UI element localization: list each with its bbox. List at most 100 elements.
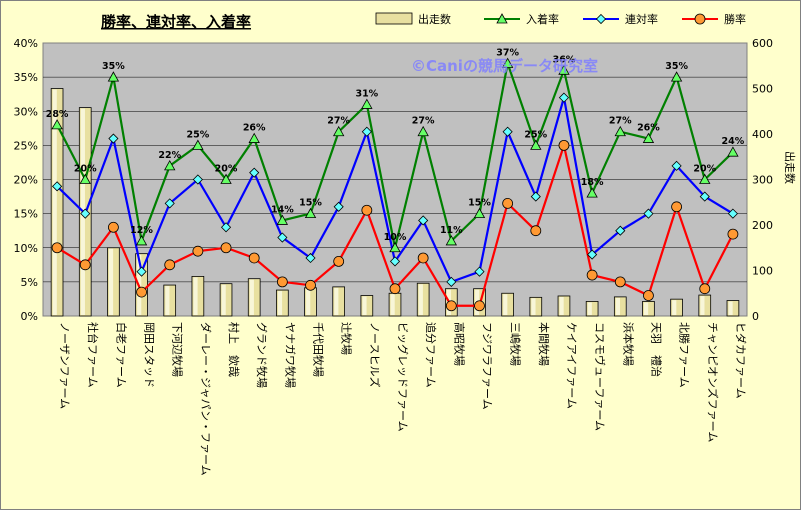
- bar-highlight: [334, 287, 339, 315]
- y-tick-label: 30%: [14, 105, 38, 118]
- category-label: 北勝ファーム: [678, 322, 692, 388]
- point: [220, 173, 232, 184]
- y-tick-label: 25%: [14, 139, 38, 152]
- bar-highlight: [390, 294, 395, 315]
- category-label: 千代田牧場: [312, 322, 326, 377]
- point: [389, 256, 401, 267]
- bar: [163, 284, 177, 317]
- point: [699, 173, 711, 184]
- bar: [247, 278, 261, 317]
- point: [417, 125, 429, 137]
- bar: [219, 283, 233, 317]
- point: [52, 181, 63, 192]
- point: [530, 191, 541, 202]
- point: [727, 208, 738, 219]
- y2-tick-label: 200: [752, 219, 773, 232]
- point: [108, 221, 119, 233]
- legend-label: 勝率: [724, 12, 746, 26]
- data-label: 12%: [130, 225, 153, 236]
- bar: [50, 88, 64, 317]
- data-label: 35%: [102, 61, 125, 72]
- bar: [332, 286, 345, 317]
- bar-highlight: [306, 288, 311, 315]
- y-tick-label: 15%: [14, 208, 38, 221]
- bar-highlight: [503, 294, 508, 315]
- point: [304, 207, 317, 219]
- data-label: 20%: [215, 164, 238, 175]
- y2-tick-label: 500: [752, 83, 773, 96]
- point: [136, 266, 147, 277]
- y-tick-label: 0%: [21, 310, 38, 323]
- point: [276, 276, 288, 288]
- data-label: 27%: [609, 116, 632, 127]
- category-label: 追分ファーム: [424, 322, 438, 388]
- point: [164, 198, 175, 209]
- point: [305, 279, 316, 291]
- data-label: 11%: [440, 225, 463, 236]
- point: [643, 208, 654, 219]
- point: [587, 249, 598, 260]
- category-label: ダーレー・ジャパン・ファーム: [199, 322, 213, 476]
- bar-highlight: [644, 302, 649, 315]
- bar: [585, 301, 599, 317]
- data-label: 27%: [327, 116, 350, 127]
- legend-marker: [694, 13, 706, 25]
- bar-highlight: [587, 302, 592, 315]
- data-label: 14%: [271, 204, 294, 215]
- point: [530, 225, 542, 237]
- point: [558, 64, 570, 75]
- category-label: 社台ファーム: [86, 322, 100, 388]
- category-label: 天羽 禮治: [649, 322, 663, 377]
- point: [474, 266, 485, 277]
- point: [248, 132, 260, 143]
- category-label: ビッグレッドファーム: [396, 322, 410, 432]
- data-label: 37%: [496, 47, 519, 58]
- category-label: 浜本牧場: [621, 322, 635, 366]
- point: [473, 207, 486, 219]
- y-tick-label: 35%: [14, 71, 38, 84]
- point: [615, 225, 626, 236]
- point: [699, 283, 711, 295]
- legend-label: 連対率: [625, 12, 658, 26]
- point: [333, 201, 344, 212]
- bar: [613, 296, 627, 317]
- point: [670, 71, 683, 82]
- point: [361, 98, 373, 109]
- category-label: 下河辺牧場: [171, 322, 185, 377]
- point: [249, 167, 260, 178]
- data-label: 31%: [355, 88, 378, 99]
- point: [164, 160, 176, 171]
- data-label: 24%: [722, 136, 745, 147]
- bar: [191, 276, 205, 317]
- category-label: 村上 欽哉: [227, 322, 241, 377]
- data-label: 36%: [553, 54, 576, 65]
- point: [333, 125, 345, 137]
- point: [642, 132, 655, 143]
- point: [417, 252, 429, 264]
- category-label: チャンピオンズファーム: [706, 322, 720, 442]
- chart-title: 勝率、連対率、入着率: [101, 13, 251, 31]
- point: [192, 245, 204, 257]
- point: [108, 133, 119, 144]
- category-label: 本間牧場: [537, 322, 551, 366]
- y2-tick-label: 0: [752, 310, 759, 323]
- watermark-text: ©Caniの競馬データ研究室: [411, 57, 598, 75]
- point: [643, 290, 654, 301]
- point: [192, 174, 203, 185]
- bar-highlight: [615, 297, 621, 315]
- point: [445, 300, 457, 312]
- y2-tick-label: 400: [752, 128, 773, 141]
- point: [671, 201, 682, 213]
- data-label: 35%: [665, 61, 688, 72]
- category-label: ヤナガワ牧場: [283, 322, 297, 388]
- point: [136, 286, 147, 298]
- data-label: 25%: [187, 129, 210, 140]
- point: [220, 222, 232, 233]
- point: [51, 242, 63, 254]
- category-label: 辻牧場: [340, 322, 354, 355]
- point: [727, 146, 739, 157]
- category-label: ケイアイファーム: [565, 322, 578, 409]
- data-label: 22%: [158, 150, 181, 161]
- bar: [698, 294, 712, 317]
